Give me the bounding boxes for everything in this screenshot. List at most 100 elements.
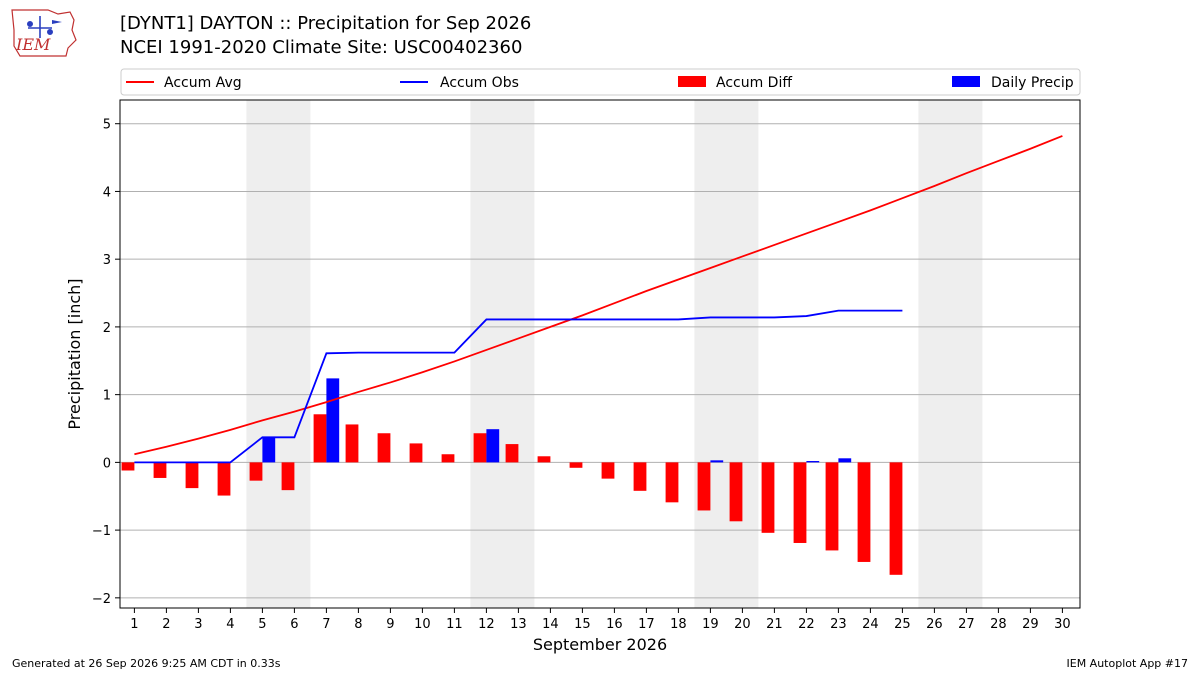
x-tick-label: 14 (542, 617, 559, 632)
daily-precip-bar (806, 461, 820, 463)
accum-diff-bar (505, 444, 519, 463)
x-tick-label: 10 (414, 617, 431, 632)
y-tick-label: 5 (103, 118, 111, 133)
x-tick-label: 24 (862, 617, 879, 632)
weekend-band-3 (918, 100, 983, 608)
x-tick-label: 20 (734, 617, 751, 632)
accum-diff-bar (441, 454, 455, 463)
accum-diff-bar (857, 462, 871, 562)
accum-diff-bar (217, 462, 231, 496)
x-tick-label: 18 (670, 617, 687, 632)
accum-obs-line (134, 309, 903, 464)
x-tick-label: 1 (130, 617, 138, 632)
accum-diff-bar (601, 462, 615, 479)
y-tick-label: 3 (103, 253, 111, 268)
x-axis-label: September 2026 (533, 635, 667, 654)
x-tick-label: 16 (606, 617, 623, 632)
y-gridlines (120, 123, 1080, 599)
accum-diff-bar (761, 462, 775, 533)
accum-diff-bar (281, 462, 295, 491)
weekend-band-1 (470, 100, 535, 608)
accum-diff-bar (825, 462, 839, 551)
x-tick-label: 21 (766, 617, 783, 632)
y-axis: −2 −1 0 1 2 3 4 5 (92, 118, 120, 607)
chart-title: [DYNT1] DAYTON :: Precipitation for Sep … (120, 13, 532, 34)
accum-diff-bar (153, 462, 167, 478)
y-tick-label: 2 (103, 321, 111, 336)
accum-avg-line (134, 135, 1063, 456)
x-tick-label: 2 (162, 617, 170, 632)
legend-box (120, 68, 1081, 96)
accum-diff-bar (697, 462, 711, 511)
x-tick-label: 26 (926, 617, 943, 632)
legend-daily-precip-swatch (952, 76, 980, 87)
x-tick-label: 3 (194, 617, 202, 632)
legend: Accum Avg Accum Obs Accum Diff Daily Precip (120, 68, 1081, 96)
accum-diff-bar (473, 433, 487, 463)
chart-subtitle: NCEI 1991-2020 Climate Site: USC00402360 (120, 37, 523, 58)
y-tick-label: 1 (103, 389, 111, 404)
x-axis: 1 2 3 4 5 6 7 8 9 10 11 12 13 14 15 16 17 18 19 20 21 22 23 24 2… (130, 608, 1071, 632)
accum-diff-bar (377, 433, 391, 463)
legend-accum-obs-label: Accum Obs (440, 75, 519, 91)
legend-accum-avg-label: Accum Avg (164, 75, 242, 91)
y-tick-label: −2 (92, 592, 111, 607)
accum-diff-bar (889, 462, 903, 575)
weather-station-icon (26, 16, 62, 38)
accum-diff-bar (665, 462, 679, 503)
accum-diff-bar (185, 462, 199, 489)
accum-diff-bar (729, 462, 743, 522)
plot-frame (119, 99, 1081, 609)
series-lines (134, 135, 1063, 464)
weekend-band-0 (246, 100, 311, 608)
accum-diff-bar (345, 424, 359, 463)
x-tick-label: 27 (958, 617, 975, 632)
app-note: IEM Autoplot App #17 (1066, 657, 1189, 670)
accum-diff-bar (121, 462, 135, 471)
iem-logo: IEM (11, 9, 77, 57)
accum-diff-bar (633, 462, 647, 491)
logo-text: IEM (15, 35, 51, 54)
daily-precip-bar (486, 429, 500, 463)
weekend-band-2 (694, 100, 759, 608)
x-tick-label: 9 (386, 617, 394, 632)
x-tick-label: 5 (258, 617, 266, 632)
bars (121, 378, 903, 575)
x-tick-label: 28 (990, 617, 1007, 632)
daily-precip-bar (262, 437, 276, 463)
weekend-bands (246, 100, 983, 608)
x-tick-label: 15 (574, 617, 591, 632)
daily-precip-bar (838, 458, 852, 463)
x-tick-label: 12 (478, 617, 495, 632)
x-tick-label: 22 (798, 617, 815, 632)
accum-diff-bar (537, 456, 551, 463)
x-tick-label: 29 (1022, 617, 1039, 632)
x-tick-label: 6 (290, 617, 298, 632)
y-tick-label: 0 (103, 456, 111, 471)
accum-diff-bar (313, 414, 327, 463)
y-axis-label: Precipitation [inch] (65, 278, 84, 429)
accum-diff-bar (793, 462, 807, 543)
x-tick-label: 7 (322, 617, 330, 632)
x-tick-label: 25 (894, 617, 911, 632)
y-tick-label: 4 (103, 185, 111, 200)
x-tick-label: 17 (638, 617, 655, 632)
legend-daily-precip-label: Daily Precip (991, 75, 1074, 91)
accum-diff-bar (249, 462, 263, 481)
x-tick-label: 23 (830, 617, 847, 632)
x-tick-label: 11 (446, 617, 463, 632)
daily-precip-bar (710, 460, 724, 463)
daily-precip-bar (326, 378, 340, 463)
x-tick-label: 19 (702, 617, 719, 632)
y-tick-label: −1 (92, 524, 111, 539)
x-tick-label: 4 (226, 617, 234, 632)
generated-note: Generated at 26 Sep 2026 9:25 AM CDT in … (12, 657, 281, 670)
legend-accum-diff-swatch (678, 76, 706, 87)
x-tick-label: 13 (510, 617, 527, 632)
accum-diff-bar (569, 462, 583, 468)
accum-diff-bar (409, 443, 423, 463)
x-tick-label: 8 (354, 617, 362, 632)
x-tick-label: 30 (1054, 617, 1071, 632)
legend-accum-diff-label: Accum Diff (716, 75, 792, 91)
